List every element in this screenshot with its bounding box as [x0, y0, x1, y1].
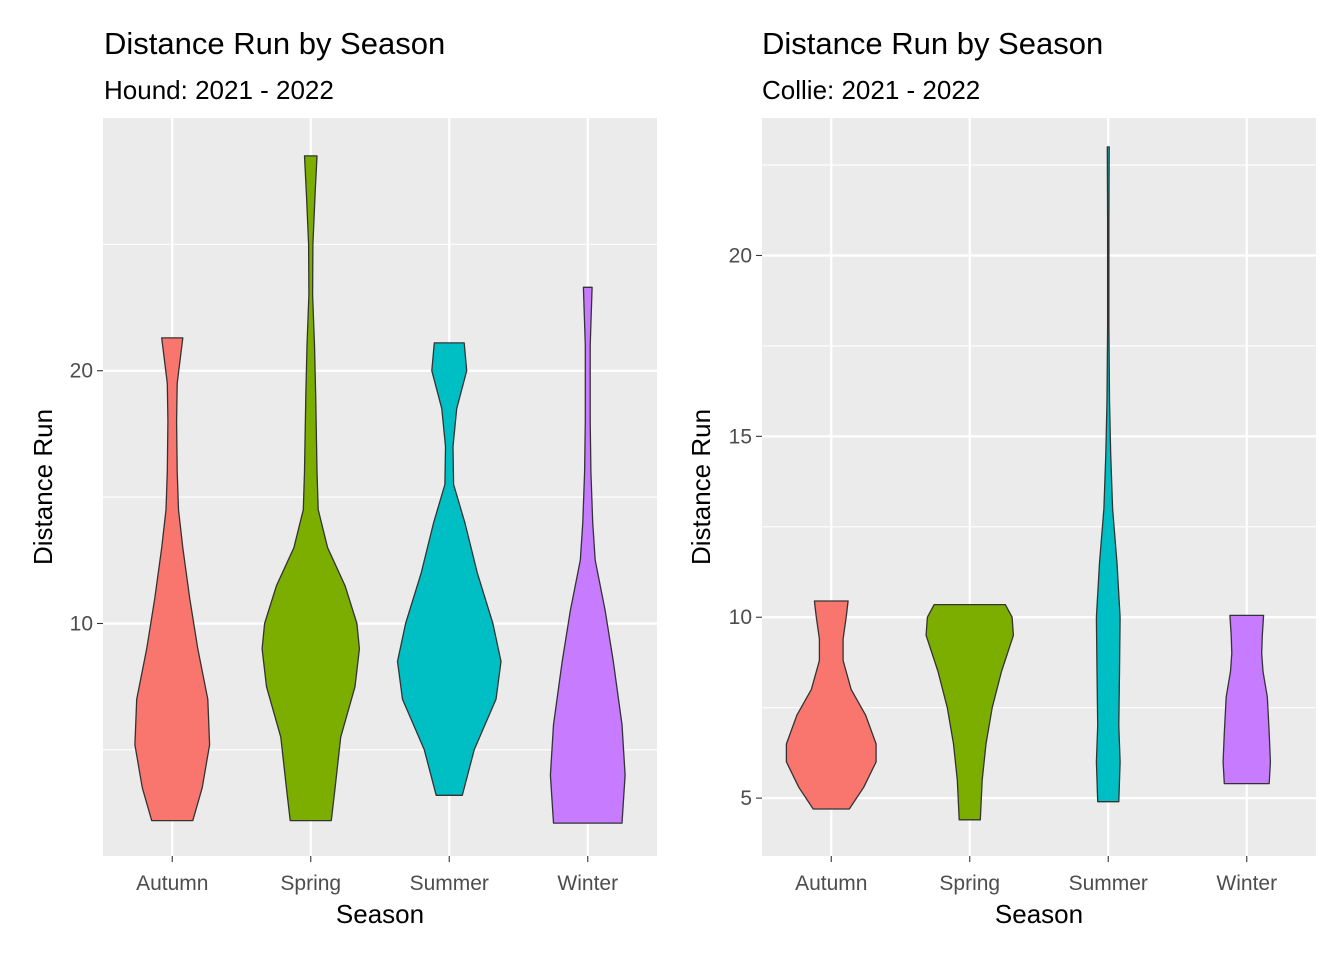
x-tick-label: Autumn	[136, 872, 208, 895]
x-tick-label: Winter	[1216, 872, 1277, 895]
y-tick-label: 10	[70, 612, 93, 635]
y-axis-title: Distance Run	[686, 409, 716, 565]
x-tick-label: Winter	[557, 872, 618, 895]
x-tick-label: Autumn	[795, 872, 867, 895]
x-axis-title: Season	[995, 899, 1083, 929]
chart-subtitle: Collie: 2021 - 2022	[762, 75, 981, 105]
y-tick-label: 20	[70, 360, 93, 383]
violin-winter	[549, 286, 626, 824]
x-tick-label: Summer	[1069, 872, 1148, 895]
violin-chart-collie: 5 10 15 20 Autumn Spring Summer Winter Season Dis…	[686, 118, 1316, 929]
violin-summer	[1095, 146, 1121, 803]
y-tick-label: 5	[740, 787, 752, 810]
violin-spring	[261, 155, 361, 822]
chart-panel-hound: Distance Run by Season Hound: 2021 - 202…	[28, 26, 657, 929]
violin-chart-hound: 10 20 Autumn Spring Summer Winter Season Distan…	[28, 118, 657, 929]
violin-summer	[396, 342, 502, 796]
x-tick-label: Spring	[939, 872, 1000, 895]
x-axis-title: Season	[336, 899, 424, 929]
violin-winter	[1222, 614, 1272, 785]
chart-panel-collie: Distance Run by Season Collie: 2021 - 20…	[672, 0, 1344, 960]
y-axis-title: Distance Run	[28, 409, 58, 565]
y-tick-label: 10	[729, 606, 752, 629]
violin-autumn	[785, 600, 877, 810]
y-tick-label: 20	[729, 244, 752, 267]
x-tick-label: Summer	[410, 872, 489, 895]
chart-subtitle: Hound: 2021 - 2022	[104, 75, 334, 105]
chart-title: Distance Run by Season	[762, 26, 1104, 61]
violin-autumn	[134, 337, 211, 822]
x-tick-label: Spring	[280, 872, 341, 895]
violin-spring	[925, 603, 1015, 821]
y-tick-label: 15	[729, 425, 752, 448]
chart-title: Distance Run by Season	[104, 26, 446, 61]
